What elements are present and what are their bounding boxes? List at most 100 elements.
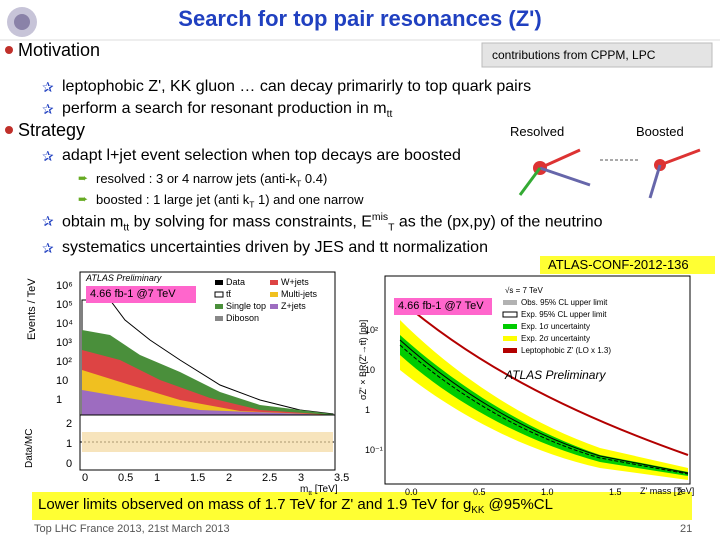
y-tick-label: 10 bbox=[365, 365, 376, 375]
text-run: obtain m bbox=[62, 213, 124, 231]
bullet: systematics uncertainties driven by JES … bbox=[62, 239, 488, 257]
conclusion: Lower limits observed on mass of 1.7 TeV… bbox=[38, 496, 553, 516]
y-tick-label: 10⁶ bbox=[56, 280, 73, 292]
x-tick-label: 0.0 bbox=[405, 487, 418, 497]
axis-label: Data/MC bbox=[24, 428, 35, 468]
bullet: leptophobic Z', KK gluon … can decay pri… bbox=[62, 78, 531, 96]
note-box bbox=[481, 42, 713, 68]
topology-sketch bbox=[518, 148, 701, 199]
text-run: T bbox=[388, 222, 395, 234]
text-run: perform a search for resonant production… bbox=[62, 100, 387, 117]
heading: Motivation bbox=[18, 40, 101, 60]
y-tick-label: 10⁴ bbox=[56, 318, 73, 330]
bullet-star: ✰ bbox=[42, 101, 54, 117]
y-tick-label: 1 bbox=[365, 405, 371, 415]
y-tick-label: 0 bbox=[66, 458, 73, 470]
legend-entry: Single top bbox=[226, 301, 267, 311]
text-run: resolved : 3 or 4 narrow jets (anti-k bbox=[96, 171, 297, 186]
note: contributions from CPPM, LPC bbox=[492, 48, 656, 62]
text-run: as the (px,py) of the neutrino bbox=[394, 213, 603, 231]
legend-entry: √s = 7 TeV bbox=[505, 286, 543, 295]
conclusion-box bbox=[32, 492, 692, 520]
text-run: T bbox=[249, 199, 255, 210]
atlas-label: ATLAS Preliminary bbox=[505, 368, 606, 382]
x-tick-label: 1.5 bbox=[609, 487, 622, 497]
sub-bullet: resolved : 3 or 4 narrow jets (anti-kT 0… bbox=[96, 171, 327, 189]
arrow: ➨ bbox=[78, 192, 89, 206]
bullet: adapt l+jet event selection when top dec… bbox=[62, 147, 461, 165]
atlas-label: ATLAS Preliminary bbox=[86, 273, 162, 283]
text-run: tt bbox=[123, 222, 130, 234]
y-tick-label: 10³ bbox=[56, 337, 72, 349]
text-run: tt bbox=[386, 109, 393, 121]
text-run: T bbox=[296, 178, 302, 189]
y-tick-label: 2 bbox=[66, 418, 73, 430]
x-tick-label: 2.5 bbox=[262, 472, 278, 484]
legend-entry: tt̄ bbox=[226, 289, 232, 299]
y-tick-label: 10 bbox=[56, 375, 69, 387]
text-run: [TeV] bbox=[311, 484, 338, 495]
logo bbox=[7, 7, 37, 37]
x-tick-label: 3 bbox=[298, 472, 305, 484]
text-run: adapt l+jet event selection when top dec… bbox=[62, 147, 461, 164]
text-run: @95%CL bbox=[484, 496, 553, 513]
text-run: 0.4) bbox=[301, 171, 328, 186]
bullet bbox=[5, 46, 13, 54]
text-run: leptophobic Z', KK gluon … can decay pri… bbox=[62, 78, 532, 95]
x-tick-label: 1 bbox=[154, 472, 161, 484]
bullet bbox=[5, 126, 13, 134]
text-run: tt bbox=[308, 490, 312, 497]
text-run: systematics uncertainties driven by JES … bbox=[62, 239, 488, 256]
axis-label: Z' mass [TeV] bbox=[640, 486, 695, 496]
text-run: by solving for mass constraints, E bbox=[129, 213, 372, 231]
legend-entry: Obs. 95% CL upper limit bbox=[521, 298, 608, 307]
legend-entry: Exp. 1σ uncertainty bbox=[521, 322, 590, 331]
heading: Strategy bbox=[18, 120, 86, 140]
axis-label: mtt [TeV] bbox=[300, 484, 338, 497]
legend-entry: Exp. 95% CL upper limit bbox=[521, 310, 607, 319]
left-plot bbox=[79, 271, 336, 471]
text-run: m bbox=[300, 484, 309, 495]
legend-entry: Leptophobic Z' (LO x 1.3) bbox=[521, 346, 612, 355]
y-tick-label: 1 bbox=[56, 394, 63, 406]
legend-entry: Diboson bbox=[226, 313, 260, 323]
text-run: boosted : 1 large jet (anti k bbox=[96, 192, 250, 207]
reference: ATLAS-CONF-2012-136 bbox=[548, 257, 689, 272]
bullet-star: ✰ bbox=[42, 148, 54, 164]
bullet-star: ✰ bbox=[42, 213, 54, 229]
bullet-star: ✰ bbox=[42, 79, 54, 95]
axis-label: Events / TeV bbox=[26, 278, 38, 340]
sub-bullet: boosted : 1 large jet (anti kT 1) and on… bbox=[96, 192, 363, 210]
right-plot bbox=[384, 275, 691, 485]
title: Search for top pair resonances (Z') bbox=[178, 6, 542, 31]
label: Resolved bbox=[510, 124, 565, 139]
bullet: obtain mtt by solving for mass constrain… bbox=[62, 212, 603, 234]
x-tick-label: 0.5 bbox=[118, 472, 134, 484]
legend-entry: Exp. 2σ uncertainty bbox=[521, 334, 590, 343]
bullet: perform a search for resonant production… bbox=[62, 100, 392, 120]
text-run: Lower limits observed on mass of 1.7 TeV… bbox=[38, 496, 472, 513]
legend-entry: Multi-jets bbox=[281, 289, 318, 299]
page-number: 21 bbox=[680, 523, 693, 535]
y-tick-label: 10⁻¹ bbox=[365, 445, 383, 455]
label: Boosted bbox=[636, 124, 684, 139]
x-tick-label: 0.5 bbox=[473, 487, 486, 497]
text-run: KK bbox=[471, 505, 485, 516]
lumi: 4.66 fb-1 @7 TeV bbox=[398, 300, 484, 312]
lumi: 4.66 fb-1 @7 TeV bbox=[90, 288, 176, 300]
x-tick-label: 1.0 bbox=[541, 487, 554, 497]
x-tick-label: 3.5 bbox=[334, 472, 350, 484]
y-tick-label: 10² bbox=[56, 356, 72, 368]
text-run: mis bbox=[371, 212, 389, 223]
legend-entry: W+jets bbox=[281, 277, 309, 287]
arrow: ➨ bbox=[78, 171, 89, 185]
x-tick-label: 0 bbox=[82, 472, 89, 484]
y-tick-label: 10² bbox=[365, 325, 379, 335]
bullet-star: ✰ bbox=[42, 240, 54, 256]
y-tick-label: 1 bbox=[66, 438, 73, 450]
legend-entry: Z+jets bbox=[281, 301, 306, 311]
text-run: 1) and one narrow bbox=[254, 192, 364, 207]
x-tick-label: 2 bbox=[226, 472, 233, 484]
